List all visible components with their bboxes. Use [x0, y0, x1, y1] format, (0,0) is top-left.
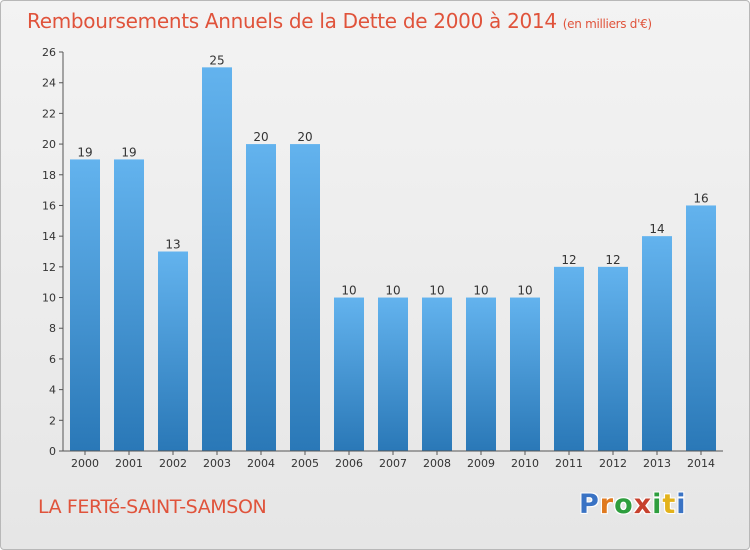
y-tick-label: 18 [42, 169, 56, 182]
value-label-2012: 12 [605, 253, 620, 267]
x-tick-label-2008: 2008 [423, 457, 451, 470]
value-label-2008: 10 [429, 284, 444, 298]
x-tick-label-2001: 2001 [115, 457, 143, 470]
bar-2003 [202, 67, 232, 451]
logo-letter: x [633, 489, 653, 520]
bar-2007 [378, 297, 408, 451]
commune-name: LA FERTé-SAINT-SAMSON [38, 496, 267, 518]
y-tick-label: 16 [42, 199, 56, 212]
x-tick-label-2007: 2007 [379, 457, 407, 470]
x-tick-label-2009: 2009 [467, 457, 495, 470]
bars: 19 19 13 25 20 20 10 10 10 10 10 12 12 14 16 [70, 53, 716, 452]
value-label-2011: 12 [561, 253, 576, 267]
x-tick-label-2014: 2014 [687, 457, 715, 470]
chart-title-text: Remboursements Annuels de la Dette de 20… [27, 9, 557, 33]
bar-2002 [158, 251, 188, 451]
y-tick-label: 6 [49, 353, 56, 366]
x-tick-label-2003: 2003 [203, 457, 231, 470]
bar-2000 [70, 159, 100, 451]
value-label-2001: 19 [121, 145, 136, 159]
bar-2006 [334, 297, 364, 451]
y-tick-label: 10 [42, 292, 56, 305]
x-tick-label-2013: 2013 [643, 457, 671, 470]
x-tick-label-2010: 2010 [511, 457, 539, 470]
bar-2012 [598, 266, 628, 451]
logo-letter: P [579, 489, 600, 520]
chart-title: Remboursements Annuels de la Dette de 20… [27, 9, 652, 33]
y-tick-label: 0 [49, 445, 56, 458]
bar-2014 [686, 205, 716, 451]
value-label-2004: 20 [253, 130, 268, 144]
bar-2011 [554, 266, 584, 451]
logo-letter: o [614, 489, 634, 520]
x-tick-label-2000: 2000 [71, 457, 99, 470]
value-label-2005: 20 [297, 130, 312, 144]
value-label-2000: 19 [77, 145, 92, 159]
bar-2004 [246, 144, 276, 452]
logo-letter: i [676, 489, 687, 520]
value-label-2009: 10 [473, 284, 488, 298]
bar-2001 [114, 159, 144, 451]
y-tick-label: 4 [49, 384, 56, 397]
y-tick-label: 14 [42, 230, 56, 243]
x-tick-label-2004: 2004 [247, 457, 275, 470]
y-tick-label: 26 [42, 46, 56, 59]
value-label-2003: 25 [209, 53, 224, 67]
y-tick-label: 12 [42, 261, 56, 274]
y-tick-label: 24 [42, 77, 56, 90]
x-tick-label-2002: 2002 [159, 457, 187, 470]
proxiti-logo: Proxiti [579, 489, 687, 520]
y-tick-label: 2 [49, 414, 56, 427]
x-axis: 2000 2001 2002 2003 2004 2005 2006 2007 2008 2009… [63, 450, 723, 470]
value-label-2006: 10 [341, 284, 356, 298]
x-tick-label-2011: 2011 [555, 457, 583, 470]
bar-2005 [290, 144, 320, 452]
y-tick-label: 20 [42, 138, 56, 151]
logo-letter: t [662, 489, 677, 520]
value-label-2010: 10 [517, 284, 532, 298]
bar-2010 [510, 297, 540, 451]
x-tick-label-2005: 2005 [291, 457, 319, 470]
chart-unit: (en milliers d'€) [562, 17, 652, 31]
value-label-2013: 14 [649, 222, 664, 236]
y-tick-label: 8 [49, 322, 56, 335]
value-label-2007: 10 [385, 284, 400, 298]
bar-2009 [466, 297, 496, 451]
x-tick-label-2006: 2006 [335, 457, 363, 470]
bar-2013 [642, 236, 672, 451]
logo-letter: r [599, 489, 615, 520]
value-label-2014: 16 [693, 191, 708, 205]
y-tick-label: 22 [42, 107, 56, 120]
value-label-2002: 13 [165, 238, 180, 252]
bar-2008 [422, 297, 452, 451]
x-tick-label-2012: 2012 [599, 457, 627, 470]
logo-letter: i [652, 489, 663, 520]
